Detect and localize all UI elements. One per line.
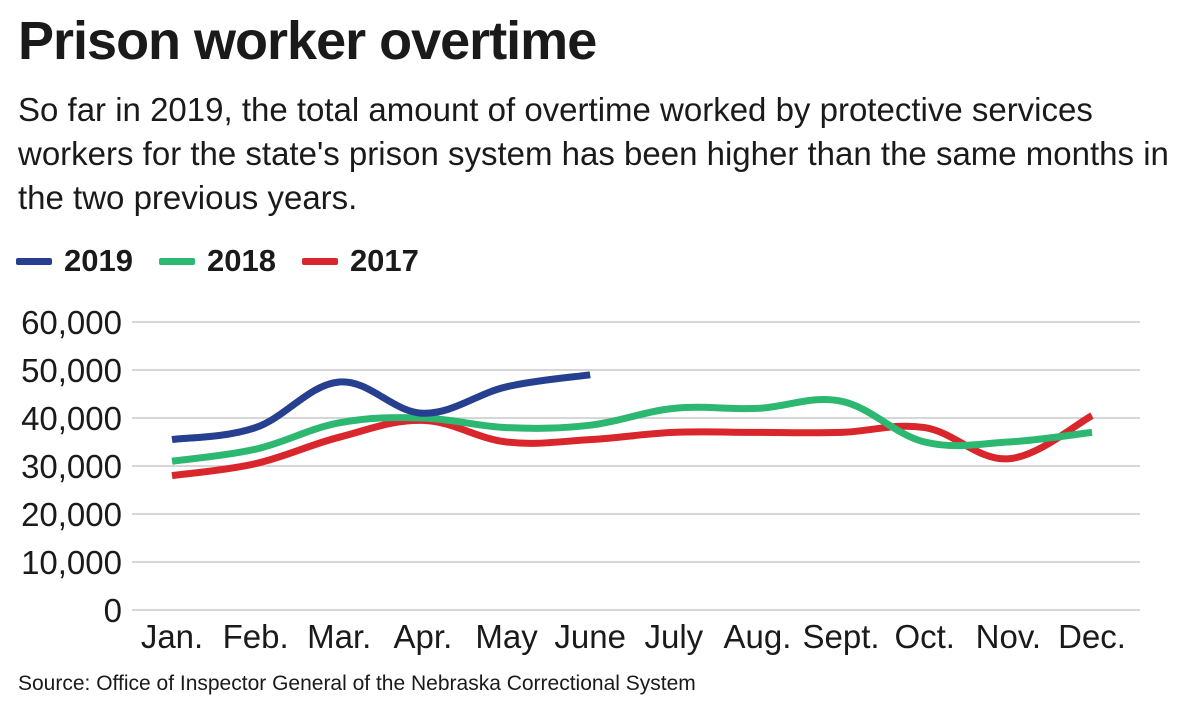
y-tick-label: 60,000 (21, 304, 122, 341)
legend: 2019 2018 2017 (16, 243, 419, 279)
series-line-2019 (171, 371, 591, 444)
x-tick-label: Mar. (307, 618, 371, 655)
x-tick-label: Nov. (976, 618, 1041, 655)
legend-item-2017: 2017 (301, 243, 419, 279)
x-tick-label: July (644, 618, 703, 655)
x-tick-label: Feb. (223, 618, 289, 655)
x-tick-label: Jan. (141, 618, 203, 655)
series-line-2017 (171, 412, 1094, 480)
x-tick-label: Oct. (894, 618, 955, 655)
y-tick-label: 40,000 (21, 400, 122, 437)
source-note: Source: Office of Inspector General of t… (18, 672, 696, 695)
legend-label: 2018 (206, 243, 276, 278)
chart-subtitle: So far in 2019, the total amount of over… (18, 91, 1169, 216)
y-tick-label: 0 (104, 592, 122, 629)
x-tick-label: Dec. (1058, 618, 1126, 655)
legend-label: 2017 (349, 243, 419, 278)
legend-swatch (301, 257, 338, 265)
x-tick-label: Sept. (803, 618, 880, 655)
y-tick-label: 20,000 (21, 496, 122, 533)
legend-label: 2019 (64, 243, 133, 278)
x-tick-label: Apr. (394, 618, 453, 655)
legend-swatch (16, 257, 52, 265)
x-tick-label: Aug. (724, 618, 792, 655)
y-tick-label: 30,000 (21, 448, 122, 485)
legend-item-2019: 2019 (16, 243, 133, 279)
series-line-2018 (171, 396, 1093, 465)
x-tick-label: June (554, 618, 626, 655)
x-tick-label: May (475, 618, 538, 655)
legend-item-2018: 2018 (158, 243, 276, 279)
chart-title: Prison worker overtime (18, 11, 597, 71)
y-tick-label: 50,000 (21, 352, 122, 389)
y-tick-label: 10,000 (21, 544, 122, 581)
legend-swatch (158, 257, 195, 265)
